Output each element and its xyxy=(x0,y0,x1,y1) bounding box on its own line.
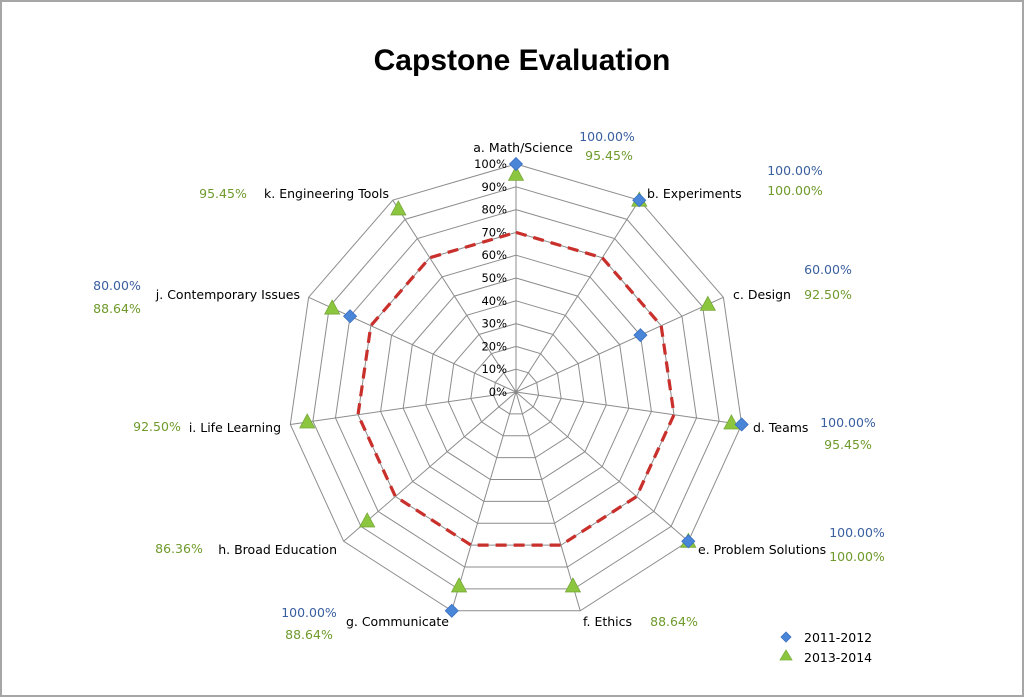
value-label-2011-2012: 100.00% xyxy=(829,525,885,540)
target-dashed-line xyxy=(356,230,676,547)
value-label-2013-2014: 92.50% xyxy=(133,419,181,434)
category-label: c. Design xyxy=(733,287,791,302)
value-label-2013-2014: 86.36% xyxy=(155,541,203,556)
category-label: i. Life Learning xyxy=(189,420,281,435)
grid-ring-10 xyxy=(492,368,540,415)
legend-label: 2011-2012 xyxy=(804,630,872,645)
grid-ring-60 xyxy=(380,254,652,524)
tick-label: 60% xyxy=(481,248,507,262)
spoke xyxy=(290,391,517,425)
category-labels: a. Math/Science b. Experiments c. Design d.… xyxy=(155,140,826,629)
value-label-2013-2014: 95.45% xyxy=(199,186,247,201)
category-label: f. Ethics xyxy=(583,614,632,629)
value-label-2013-2014: 95.45% xyxy=(585,148,633,163)
legend-item-2011-2012: 2011-2012 xyxy=(780,630,872,645)
target-line-70 xyxy=(356,230,676,547)
value-label-2011-2012: 100.00% xyxy=(281,605,337,620)
category-label: g. Communicate xyxy=(346,614,449,629)
grid-ring-100 xyxy=(289,163,743,612)
category-label: k. Engineering Tools xyxy=(264,186,389,201)
spoke xyxy=(308,296,517,393)
value-label-2013-2014: 100.00% xyxy=(767,183,823,198)
radial-tick-labels: 0%10%20%30%40%50%60%70%80%90%100% xyxy=(474,157,507,399)
tick-label: 50% xyxy=(481,271,507,285)
spoke xyxy=(392,199,517,393)
triangle-marker-icon xyxy=(779,649,793,661)
diamond-marker-icon xyxy=(633,328,648,343)
diamond-marker-icon xyxy=(681,534,696,549)
triangle-marker-icon xyxy=(299,413,316,429)
category-label: j. Contemporary Issues xyxy=(155,287,300,302)
value-label-2013-2014: 100.00% xyxy=(829,549,885,564)
grid-ring-30 xyxy=(447,323,585,459)
tick-label: 10% xyxy=(481,362,507,376)
legend-item-2013-2014: 2013-2014 xyxy=(779,649,872,665)
value-label-2011-2012: 100.00% xyxy=(767,163,823,178)
category-label: d. Teams xyxy=(753,420,808,435)
grid-ring-80 xyxy=(334,209,698,568)
diamond-marker-icon xyxy=(343,309,358,324)
chart-title: Capstone Evaluation xyxy=(374,44,671,77)
value-label-2011-2012: 60.00% xyxy=(804,262,852,277)
legend: 2011-2012 2013-2014 xyxy=(779,630,872,665)
value-label-2011-2012: 100.00% xyxy=(579,129,635,144)
spoke xyxy=(515,296,724,393)
category-label: b. Experiments xyxy=(647,186,742,201)
triangle-marker-icon xyxy=(450,577,468,593)
spoke xyxy=(515,391,742,425)
tick-label: 80% xyxy=(481,203,507,217)
value-label-2011-2012: 80.00% xyxy=(93,278,141,293)
series-2011-2012-markers xyxy=(343,156,749,618)
category-label: a. Math/Science xyxy=(473,140,573,155)
triangle-marker-icon xyxy=(699,295,717,311)
grid-ring-40 xyxy=(425,300,607,481)
tick-label: 20% xyxy=(481,339,507,353)
tick-label: 100% xyxy=(474,157,507,171)
value-label-2013-2014: 88.64% xyxy=(285,627,333,642)
value-labels: 100.00% 95.45% 100.00% 100.00% 60.00% 92.50% 1… xyxy=(93,129,885,642)
spoke xyxy=(515,391,581,611)
tick-label: 30% xyxy=(481,317,507,331)
triangle-marker-icon xyxy=(359,512,376,528)
triangle-marker-icon xyxy=(723,414,740,430)
value-label-2013-2014: 95.45% xyxy=(824,437,872,452)
grid-ring-20 xyxy=(470,345,562,437)
spoke xyxy=(343,391,517,542)
spoke xyxy=(451,391,517,611)
diamond-marker-icon xyxy=(508,156,524,172)
grid-ring-90 xyxy=(312,186,720,590)
triangle-marker-icon xyxy=(323,299,341,315)
diamond-marker-icon xyxy=(780,631,792,643)
triangle-marker-icon xyxy=(390,200,407,216)
value-label-2013-2014: 88.64% xyxy=(650,614,698,629)
value-label-2013-2014: 88.64% xyxy=(93,301,141,316)
spoke xyxy=(515,391,689,542)
legend-label: 2013-2014 xyxy=(804,650,872,665)
tick-label: 40% xyxy=(481,294,507,308)
spoke xyxy=(515,199,640,393)
tick-label: 0% xyxy=(489,385,507,399)
diamond-marker-icon xyxy=(444,603,459,618)
triangle-marker-icon xyxy=(564,577,582,593)
triangle-marker-icon xyxy=(507,165,525,181)
value-label-2013-2014: 92.50% xyxy=(804,287,852,302)
diamond-marker-icon xyxy=(734,417,749,432)
category-label: h. Broad Education xyxy=(218,542,337,557)
category-label: e. Problem Solutions xyxy=(698,542,826,557)
grid-ring-50 xyxy=(402,277,630,502)
radar-spokes xyxy=(290,164,742,611)
diamond-marker-icon xyxy=(632,193,647,208)
tick-label: 90% xyxy=(481,180,507,194)
value-label-2011-2012: 100.00% xyxy=(820,415,876,430)
center-dot xyxy=(514,390,518,394)
